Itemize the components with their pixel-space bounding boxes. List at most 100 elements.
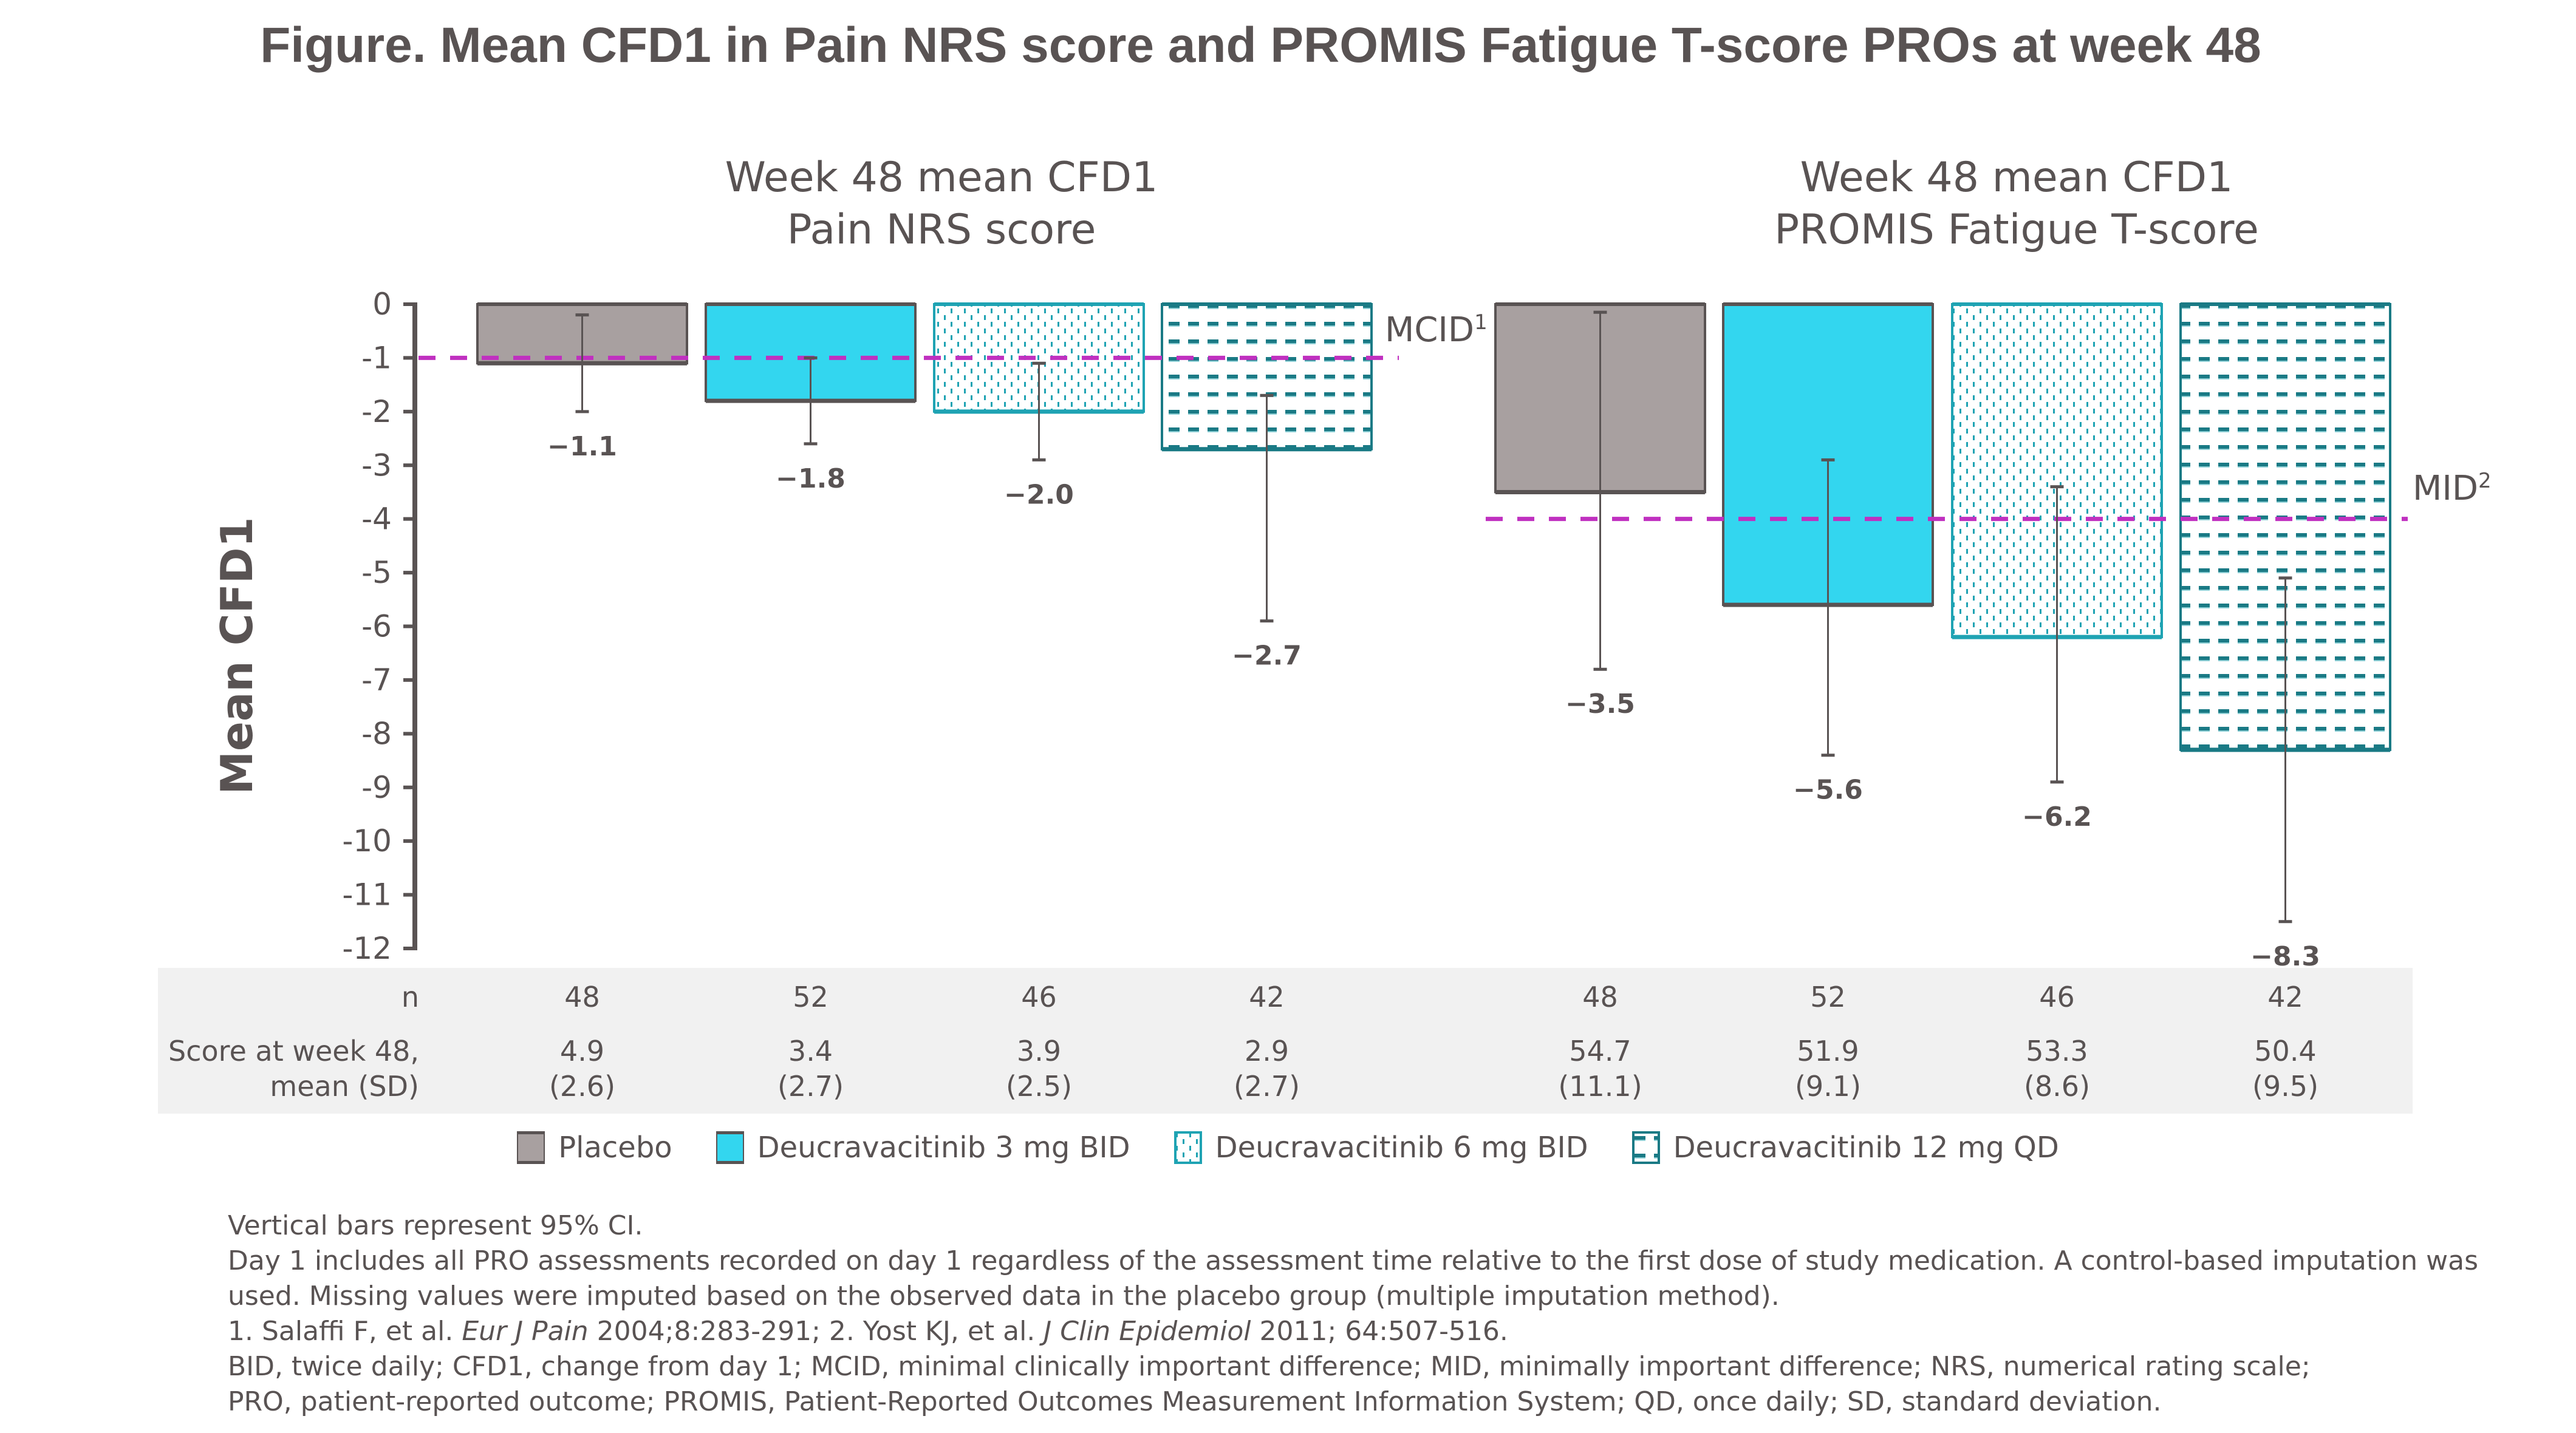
table-row-label-score-2: mean (SD) xyxy=(270,1070,419,1103)
table-cell-mean: 51.9 xyxy=(1797,1035,1859,1067)
value-label: −1.8 xyxy=(776,463,846,494)
table-cell-n: 52 xyxy=(1810,981,1846,1013)
error-bar xyxy=(1593,310,1607,671)
ref1-authors: 1. Salaffi F, et al. xyxy=(228,1316,462,1347)
y-tick-label: -12 xyxy=(342,931,392,966)
summary-table xyxy=(158,968,2413,1114)
table-cell-n: 42 xyxy=(2267,981,2303,1013)
table-row-label-n: n xyxy=(401,981,419,1013)
y-tick-label: -6 xyxy=(361,609,392,644)
y-tick-label: -7 xyxy=(361,662,392,698)
legend-label-deuc-3mg: Deucravacitinib 3 mg BID xyxy=(757,1131,1130,1165)
bars xyxy=(476,302,2391,752)
legend: Placebo Deucravacitinib 3 mg BID Deucrav… xyxy=(0,1131,2576,1165)
panel-title-fatigue-line2: PROMIS Fatigue T-score xyxy=(1774,206,2259,254)
y-axis: 0 -1 -2 -3 -4 -5 -6 -7 -8 -9 -10 -11 -12 xyxy=(342,287,417,966)
error-bar xyxy=(2050,485,2064,784)
error-bar xyxy=(1260,393,1274,623)
y-tick-label: -1 xyxy=(361,340,392,375)
y-tick-label: -2 xyxy=(361,394,392,429)
ref1-journal: Eur J Pain xyxy=(462,1316,589,1347)
error-bar xyxy=(1821,458,1835,757)
bar-chart: 0 -1 -2 -3 -4 -5 -6 -7 -8 -9 -10 -11 -12 MCID1 MID2 −… xyxy=(342,287,2492,972)
footnote-abbreviations-2: PRO, patient-reported outcome; PROMIS, P… xyxy=(228,1386,2162,1417)
panel-title-fatigue-line1: Week 48 mean CFD1 xyxy=(1800,154,2233,202)
table-cell-mean: 3.4 xyxy=(788,1035,833,1067)
table-cell-n: 52 xyxy=(793,981,828,1013)
table-cell-sd: (2.7) xyxy=(1233,1070,1300,1103)
figure-title-text: Figure. Mean CFD1 in Pain NRS score and … xyxy=(260,18,2261,73)
legend-label-deuc-6mg: Deucravacitinib 6 mg BID xyxy=(1215,1131,1588,1165)
panel-title-pain-line1: Week 48 mean CFD1 xyxy=(725,154,1158,202)
table-cell-mean: 2.9 xyxy=(1244,1035,1290,1067)
legend-swatch-deuc-3mg xyxy=(716,1131,744,1164)
value-label: −1.1 xyxy=(547,431,617,462)
table-cell-sd: (2.7) xyxy=(777,1070,844,1103)
panel-title-pain-line2: Pain NRS score xyxy=(787,206,1096,254)
legend-item-deuc-3mg: Deucravacitinib 3 mg BID xyxy=(716,1131,1130,1165)
error-bars xyxy=(575,310,2292,924)
mcid-superscript: 1 xyxy=(1474,310,1488,335)
legend-item-deuc-12mg: Deucravacitinib 12 mg QD xyxy=(1631,1131,2059,1165)
y-tick-label: -9 xyxy=(361,770,392,805)
table-cell-sd: (9.1) xyxy=(1794,1070,1862,1103)
table-cell-mean: 4.9 xyxy=(559,1035,605,1067)
table-cell-mean: 50.4 xyxy=(2254,1035,2317,1067)
error-bar xyxy=(804,356,818,446)
y-axis-title: Mean CFD1 xyxy=(211,517,262,795)
legend-swatch-deuc-12mg xyxy=(1631,1131,1660,1164)
table-cell-n: 46 xyxy=(2039,981,2075,1013)
footnote-imputation: used. Missing values were imputed based … xyxy=(228,1281,1780,1312)
footnote-references: 1. Salaffi F, et al. Eur J Pain 2004;8:2… xyxy=(228,1314,2536,1349)
mid-label: MID2 xyxy=(2413,469,2492,508)
mcid-label: MCID1 xyxy=(1385,310,1488,350)
ref1-citation: 2004;8:283-291; 2. Yost KJ, et al. xyxy=(588,1316,1044,1347)
panel-title-pain: Week 48 mean CFD1 Pain NRS score xyxy=(699,152,1184,256)
legend-swatch-placebo xyxy=(517,1131,545,1164)
legend-item-deuc-6mg: Deucravacitinib 6 mg BID xyxy=(1174,1131,1588,1165)
error-bar xyxy=(575,313,589,414)
footnotes: Vertical bars represent 95% CI. Day 1 in… xyxy=(228,1208,2536,1420)
y-tick-label: -10 xyxy=(342,823,392,859)
legend-item-placebo: Placebo xyxy=(517,1131,672,1165)
legend-label-deuc-12mg: Deucravacitinib 12 mg QD xyxy=(1673,1131,2059,1165)
footnote-abbreviations-1: BID, twice daily; CFD1, change from day … xyxy=(228,1351,2311,1382)
table-cell-mean: 53.3 xyxy=(2026,1035,2088,1067)
table-cell-mean: 54.7 xyxy=(1569,1035,1631,1067)
value-label: −8.3 xyxy=(2250,941,2320,972)
table-cell-sd: (8.6) xyxy=(2023,1070,2091,1103)
figure-title: Figure. Mean CFD1 in Pain NRS score and … xyxy=(0,17,2576,74)
ref2-citation: 2011; 64:507-516. xyxy=(1251,1316,1508,1347)
error-bar xyxy=(2278,576,2292,924)
value-label: −2.7 xyxy=(1232,641,1302,672)
legend-swatch-deuc-6mg xyxy=(1174,1131,1202,1164)
y-tick-label: 0 xyxy=(372,287,392,322)
y-tick-label: -5 xyxy=(361,555,392,590)
table-cell-n: 48 xyxy=(1582,981,1618,1013)
error-bar xyxy=(1032,361,1046,461)
table-cell-sd: (2.6) xyxy=(548,1070,616,1103)
value-label: −2.0 xyxy=(1004,479,1074,510)
table-cell-n: 46 xyxy=(1021,981,1057,1013)
panel-title-fatigue: Week 48 mean CFD1 PROMIS Fatigue T-score xyxy=(1713,152,2320,256)
y-tick-label: -4 xyxy=(361,502,392,537)
footnote-day1: Day 1 includes all PRO assessments recor… xyxy=(228,1245,2479,1276)
table-cell-sd: (2.5) xyxy=(1005,1070,1073,1103)
mid-superscript: 2 xyxy=(2478,469,2492,493)
table-cell-sd: (9.5) xyxy=(2252,1070,2319,1103)
table-row-label-score-1: Score at week 48, xyxy=(168,1035,419,1067)
value-labels: −1.1 −1.8 −2.0 −2.7 −3.5 −5.6 −6.2 −8.3 xyxy=(547,431,2320,972)
value-label: −3.5 xyxy=(1565,689,1635,720)
y-tick-label: -11 xyxy=(342,877,392,913)
y-tick-label: -8 xyxy=(361,716,392,751)
table-cell-n: 42 xyxy=(1249,981,1285,1013)
table-cell-mean: 3.9 xyxy=(1016,1035,1062,1067)
footnote-ci: Vertical bars represent 95% CI. xyxy=(228,1210,643,1241)
value-label: −5.6 xyxy=(1793,775,1863,806)
legend-label-placebo: Placebo xyxy=(558,1131,672,1165)
table-cell-sd: (11.1) xyxy=(1558,1070,1642,1103)
y-tick-label: -3 xyxy=(361,448,392,483)
value-label: −6.2 xyxy=(2022,802,2092,832)
table-cell-n: 48 xyxy=(564,981,600,1013)
ref2-journal: J Clin Epidemiol xyxy=(1044,1316,1251,1347)
